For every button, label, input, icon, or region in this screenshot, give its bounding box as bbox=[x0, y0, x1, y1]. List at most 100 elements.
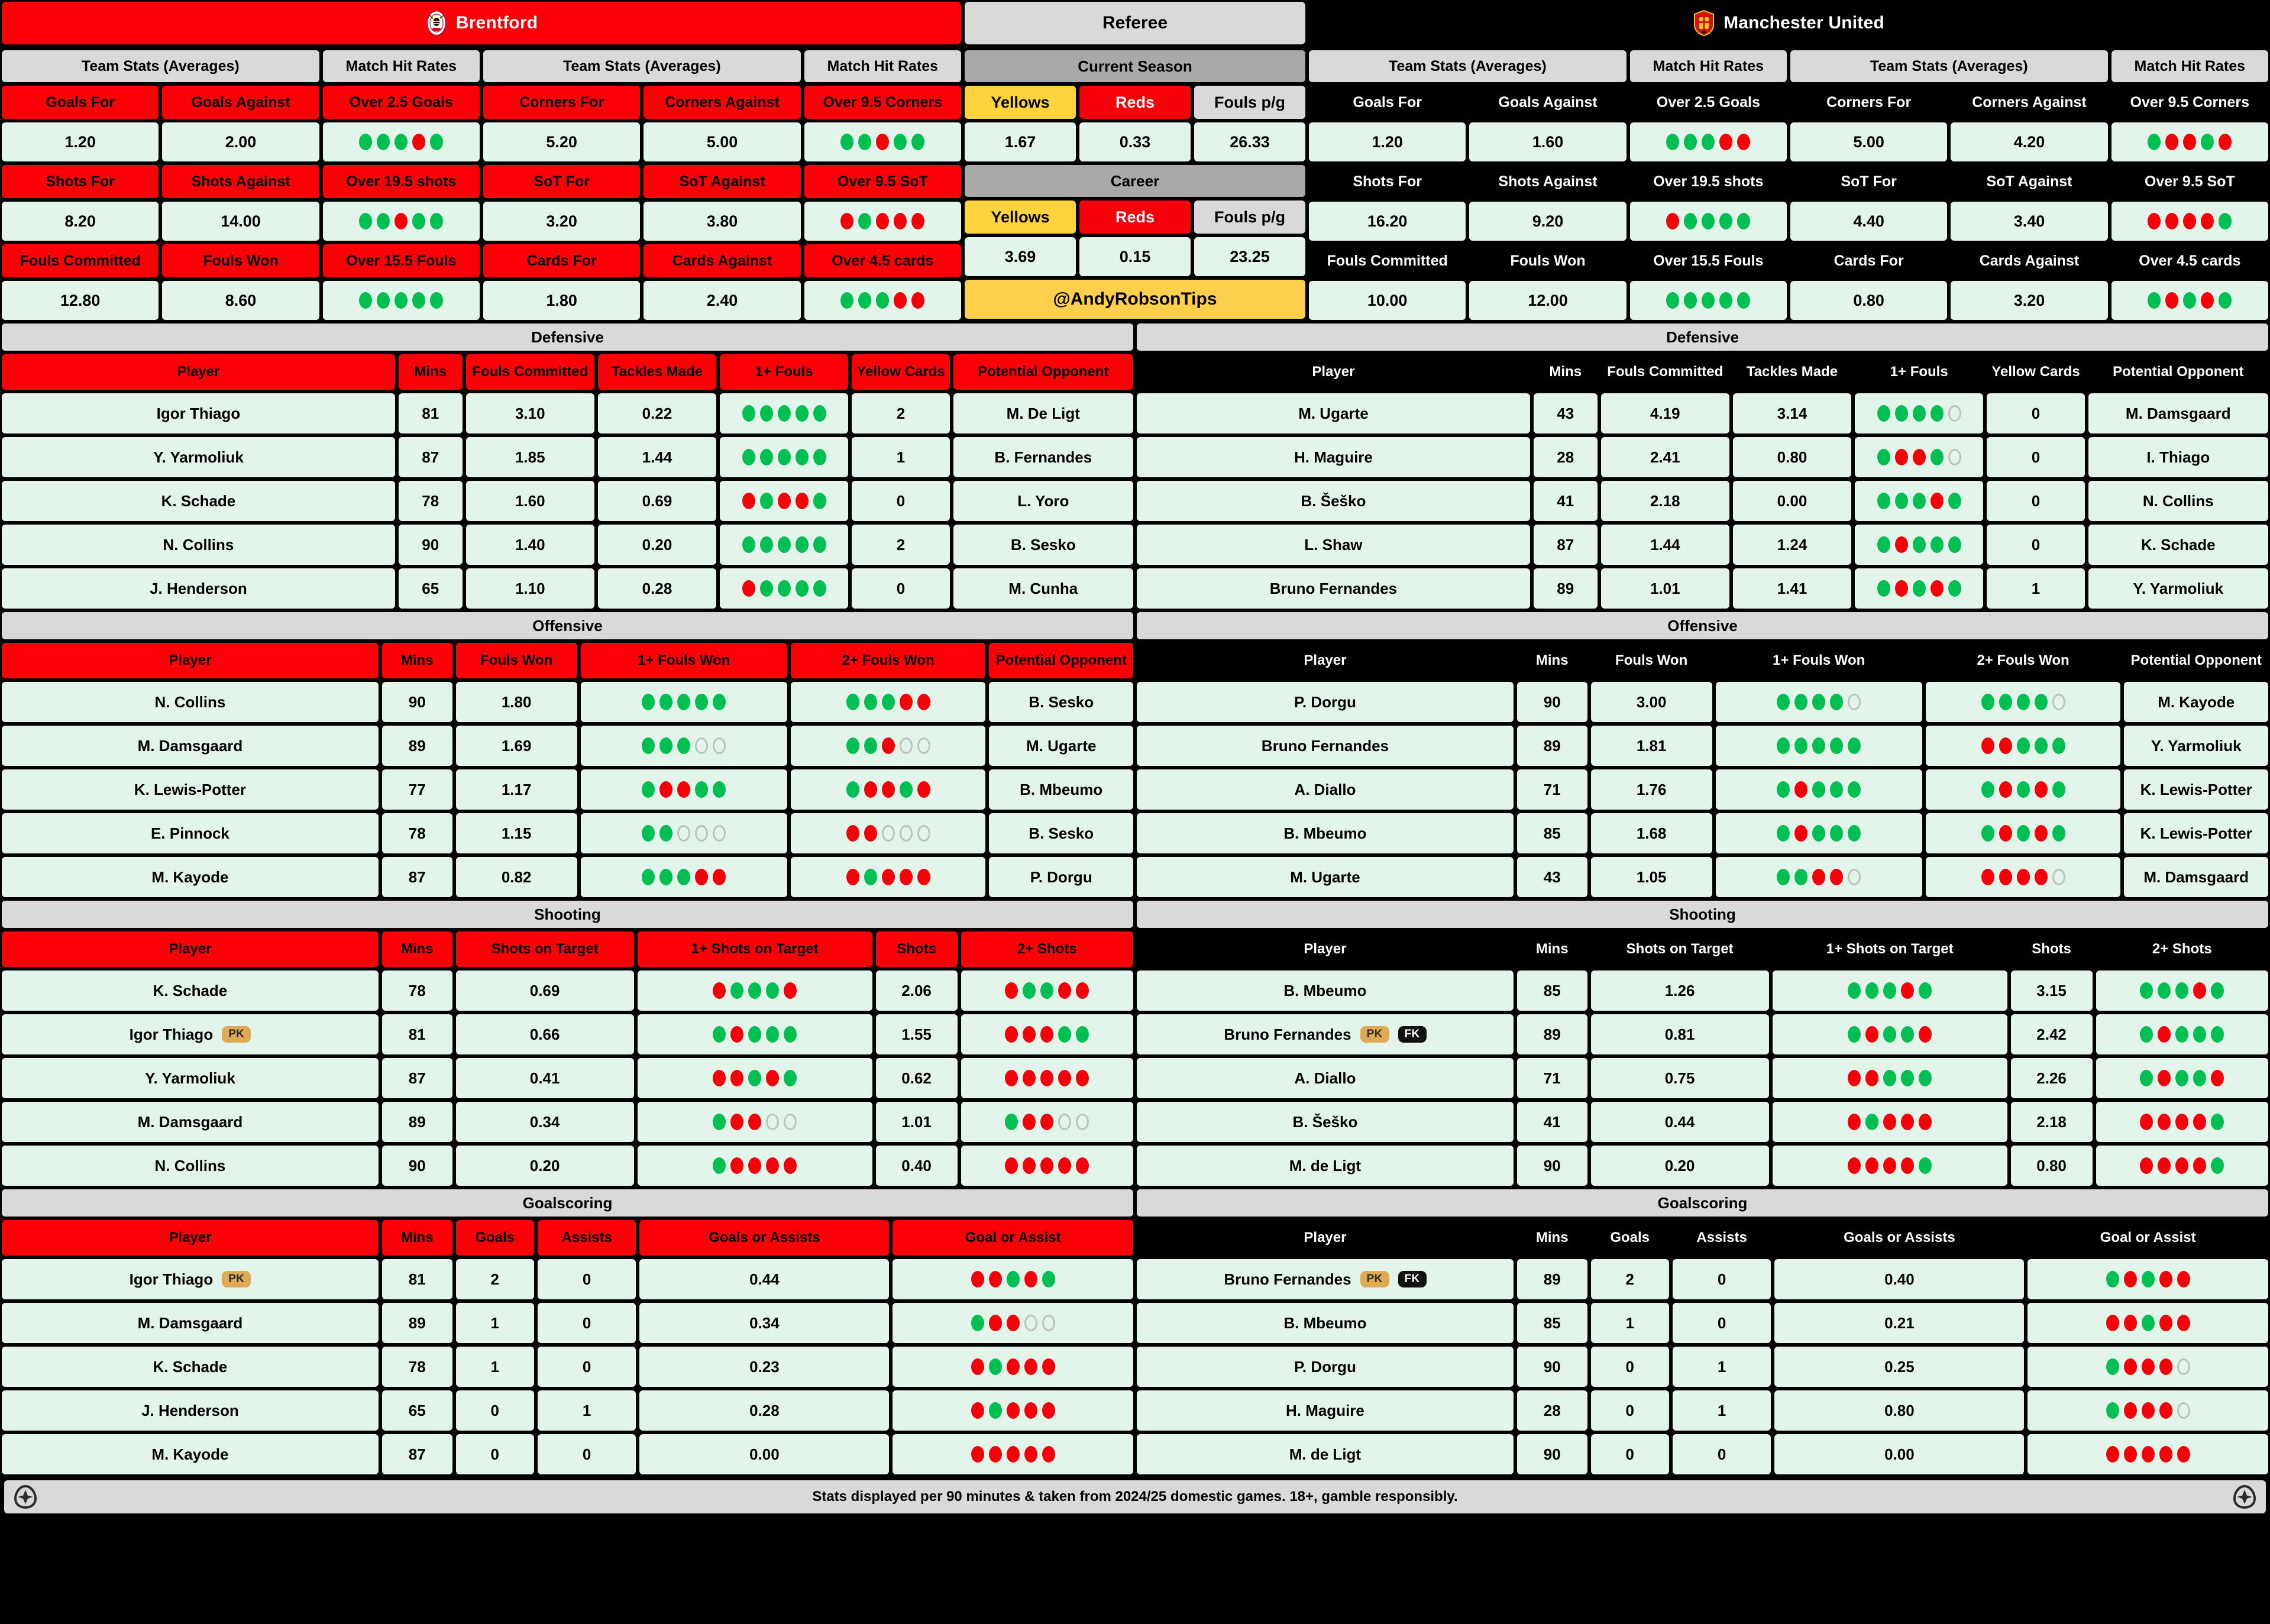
brent-stat-value bbox=[321, 200, 481, 242]
table-row: M. Damsgaard 89 0.34 1.01 bbox=[0, 1100, 1135, 1144]
miss-dot bbox=[2183, 213, 2197, 229]
brent-stat-value: 3.20 bbox=[481, 200, 642, 242]
miss-dot bbox=[742, 580, 755, 597]
column-header: Player bbox=[0, 352, 397, 392]
hit-dot bbox=[1005, 1114, 1018, 1130]
stat-cell: Y. Yarmoliuk bbox=[2122, 724, 2270, 768]
hit-dot bbox=[840, 134, 854, 150]
brent-stat-label: Over 15.5 Fouls bbox=[321, 242, 481, 279]
empty-dot bbox=[917, 825, 930, 842]
stat-cell: 2 bbox=[850, 523, 952, 567]
player-name-cell: Y. Yarmoliuk bbox=[0, 435, 397, 479]
hit-dot bbox=[713, 1026, 726, 1043]
column-header: Shots bbox=[874, 930, 959, 969]
hit-rate-dots bbox=[846, 781, 930, 798]
table-row: Igor Thiago PK 81 0.66 1.55 bbox=[0, 1012, 1135, 1056]
hit-rate-cell bbox=[959, 1056, 1135, 1100]
miss-dot bbox=[2123, 1446, 2137, 1463]
referee-value-yellows-career: 3.69 bbox=[963, 235, 1078, 278]
hit-rate-dots bbox=[2140, 1157, 2224, 1174]
miss-dot bbox=[1901, 1114, 1915, 1130]
hit-rate-cell bbox=[635, 1144, 874, 1188]
stat-cell: B. Sesko bbox=[987, 680, 1135, 724]
home-subhead-1: Match Hit Rates bbox=[321, 48, 481, 84]
referee-label-yellows-current: Yellows bbox=[963, 84, 1078, 121]
miss-dot bbox=[2140, 1157, 2153, 1174]
brent-stat-hit-dots bbox=[359, 134, 444, 150]
player-name: M. Kayode bbox=[151, 868, 229, 886]
stat-cell: 2.42 bbox=[2009, 1012, 2094, 1056]
miss-dot bbox=[971, 1446, 984, 1463]
miss-dot bbox=[1006, 1446, 1020, 1463]
miss-dot bbox=[988, 1271, 1002, 1287]
hit-dot bbox=[795, 449, 809, 465]
section-title-defensive: Defensive bbox=[1135, 322, 2270, 352]
empty-dot bbox=[1948, 449, 1961, 465]
empty-dot bbox=[784, 1114, 797, 1130]
table-row: M. Kayode 87 0 0 0.00 bbox=[0, 1432, 1135, 1476]
miss-dot bbox=[2140, 1114, 2153, 1130]
brent-stat-label: Corners For bbox=[481, 84, 642, 121]
stat-cell: 1.01 bbox=[1599, 567, 1731, 610]
stat-cell: 43 bbox=[1531, 392, 1599, 435]
hit-dot bbox=[2201, 134, 2214, 150]
stat-cell: 89 bbox=[380, 1301, 454, 1345]
brent-stat-label: Over 9.5 Corners bbox=[802, 84, 963, 121]
hit-dot bbox=[1719, 213, 1733, 229]
miss-dot bbox=[713, 982, 726, 999]
player-name: Bruno Fernandes bbox=[1224, 1025, 1351, 1043]
miss-dot bbox=[1901, 1157, 1915, 1174]
miss-dot bbox=[1006, 1358, 1020, 1375]
miss-dot bbox=[1919, 1114, 1932, 1130]
home-subhead-2: Team Stats (Averages) bbox=[481, 48, 803, 84]
miss-dot bbox=[1999, 781, 2012, 798]
player-name: M. de Ligt bbox=[1289, 1445, 1362, 1463]
hit-dot bbox=[748, 982, 762, 999]
miss-dot bbox=[1024, 1446, 1037, 1463]
miss-dot bbox=[881, 869, 895, 885]
social-handle[interactable]: @AndyRobsonTips bbox=[963, 278, 1307, 321]
stat-cell: 89 bbox=[380, 724, 454, 768]
miss-dot bbox=[677, 781, 691, 798]
hit-rate-dots bbox=[1981, 781, 2065, 798]
hit-rate-cell bbox=[1770, 1056, 2009, 1100]
stat-cell: M. Ugarte bbox=[987, 724, 1135, 768]
hit-rate-cell bbox=[2094, 1144, 2270, 1188]
mu-stat-label-row: Goals For Goals Against Over 2.5 Goals Corn… bbox=[1307, 84, 2270, 121]
brent-stat-value: 1.20 bbox=[0, 121, 161, 163]
column-header: 2+ Shots bbox=[2094, 930, 2270, 969]
hit-dot bbox=[1999, 694, 2012, 710]
table-row: Igor Thiago 81 3.10 0.22 2 M. De Ligt bbox=[0, 392, 1136, 435]
brent-stat-label: Fouls Won bbox=[160, 242, 321, 279]
stat-cell: 0 bbox=[454, 1432, 536, 1476]
referee-career-labels: Yellows Reds Fouls p/g bbox=[963, 199, 1307, 235]
stat-cell: 1.05 bbox=[1589, 855, 1714, 899]
stat-cell: 1.81 bbox=[1589, 724, 1714, 768]
stat-cell: 90 bbox=[1515, 1144, 1589, 1188]
miss-dot bbox=[1024, 1402, 1037, 1419]
away-subhead-3: Match Hit Rates bbox=[2109, 48, 2270, 84]
hit-rate-dots bbox=[642, 869, 726, 885]
hit-dot bbox=[864, 737, 877, 754]
hit-dot bbox=[748, 1070, 762, 1086]
miss-dot bbox=[2183, 134, 2197, 150]
miss-dot bbox=[2158, 1114, 2171, 1130]
column-header: Potential Opponent bbox=[2122, 641, 2270, 680]
stat-cell: 0 bbox=[1985, 479, 2087, 523]
hit-rate-dots bbox=[713, 1026, 797, 1043]
referee-value-yellows-current: 1.67 bbox=[963, 121, 1078, 163]
referee-label-fouls-current: Fouls p/g bbox=[1192, 84, 1307, 121]
hit-dot bbox=[759, 493, 773, 509]
hit-rate-cell bbox=[1770, 1144, 2009, 1188]
miss-dot bbox=[1848, 1070, 1861, 1086]
hit-dot bbox=[377, 134, 390, 150]
stat-cell: 1.10 bbox=[464, 567, 596, 610]
stat-cell: B. Mbeumo bbox=[987, 768, 1135, 811]
brent-stat-hit-dots bbox=[359, 292, 444, 309]
hit-rate-dots bbox=[642, 781, 726, 798]
hit-dot bbox=[813, 536, 826, 553]
brent-stat-value: 2.40 bbox=[642, 279, 803, 322]
hit-dot bbox=[1981, 781, 1994, 798]
miss-dot bbox=[394, 213, 408, 229]
hit-rate-cell bbox=[1923, 855, 2123, 899]
